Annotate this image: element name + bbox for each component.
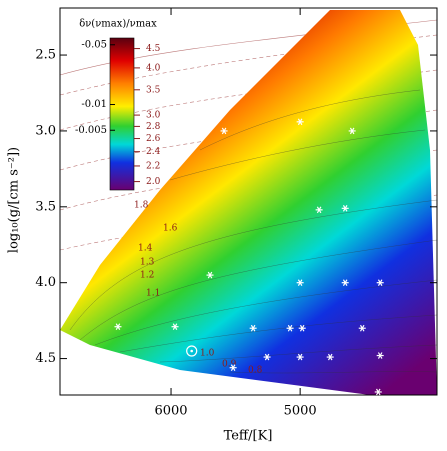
star-marker [348,127,356,135]
star-stroke [297,353,303,361]
colorbar-tick-label: -0.05 [81,39,107,50]
x-tick-label: 5000 [284,404,317,419]
star-marker [114,323,122,331]
contour-label: 0.9 [222,360,237,370]
star-marker [171,323,179,331]
star-marker [286,324,294,332]
colorbar-label: δν(νmax)/νmax [79,19,157,30]
star-marker [263,353,271,361]
star-marker [358,324,366,332]
x-axis-label: Teff/[K] [224,429,273,444]
colorbar-right-label: 2.2 [146,161,160,171]
star-stroke [327,353,333,361]
star-stroke [375,388,381,396]
star-marker [249,324,257,332]
star-stroke [377,279,383,287]
star-marker [376,279,384,287]
star-marker [296,353,304,361]
star-marker [376,352,384,359]
contour-label: 1.6 [163,224,178,234]
star-marker [374,388,382,396]
sun-ring [186,345,198,357]
star-marker [341,279,349,287]
star-marker [341,204,349,212]
star-stroke [359,324,365,332]
star-marker [298,324,306,332]
star-marker [315,206,323,214]
star-stroke [172,323,178,331]
star-stroke [230,364,236,372]
star-marker [220,127,228,135]
plot-frame [59,7,438,396]
star-stroke [316,206,322,214]
star-stroke [287,324,293,332]
colorbar-right-label: 2.6 [146,134,161,144]
star-stroke [342,279,348,287]
star-marker [296,118,304,126]
star-stroke [297,279,303,287]
y-tick-label: 3.5 [35,199,56,214]
contour-label: 1.0 [200,349,215,359]
colorbar-right-label: 2.4 [146,147,161,157]
contours [69,89,437,374]
y-tick-label: 2.5 [35,48,56,63]
star-stroke [342,204,348,212]
y-tick-label: 4.5 [35,351,56,366]
contour-label: 1.1 [146,289,160,299]
colorbar-right-label: 3.0 [146,111,161,121]
contour-label: 1.8 [134,201,149,211]
star-stroke [221,127,227,135]
star-stroke [264,353,270,361]
colorbar-right-label: 2.8 [146,122,161,132]
star-stroke [207,271,213,279]
contour-label: 1.3 [140,258,155,268]
sun-dot [190,349,193,353]
star-stroke [250,324,256,332]
y-axis-label: log₁₀(g/[cm s⁻²]) [7,147,22,253]
star-marker [326,353,334,361]
colorbar-tick-label: -0.005 [75,125,107,136]
star-marker [229,364,237,372]
star-stroke [115,323,121,331]
colorbar-right-label: 2.0 [146,177,161,187]
colorbar-right-label: 4.5 [146,44,161,54]
model-grid-domain [60,10,437,395]
y-tick-label: 4.0 [35,275,56,290]
x-tick-label: 6000 [154,404,187,419]
colorbar-right-label: 4.0 [146,63,161,73]
colorbar-right-label: 3.5 [146,85,161,95]
star-stroke [349,127,355,135]
star-stroke [297,118,303,126]
contour-label: 1.2 [140,271,154,281]
star-stroke [377,352,383,359]
y-tick-label: 3.0 [35,123,56,138]
star-stroke [299,324,305,332]
contour-label: 0.8 [248,366,263,376]
star-marker [206,271,214,279]
contour-label: 1.4 [138,244,153,254]
colorbar-tick-label: -0.01 [81,99,107,110]
colorbar [109,37,135,191]
star-marker [296,279,304,287]
sun-marker [186,345,198,357]
